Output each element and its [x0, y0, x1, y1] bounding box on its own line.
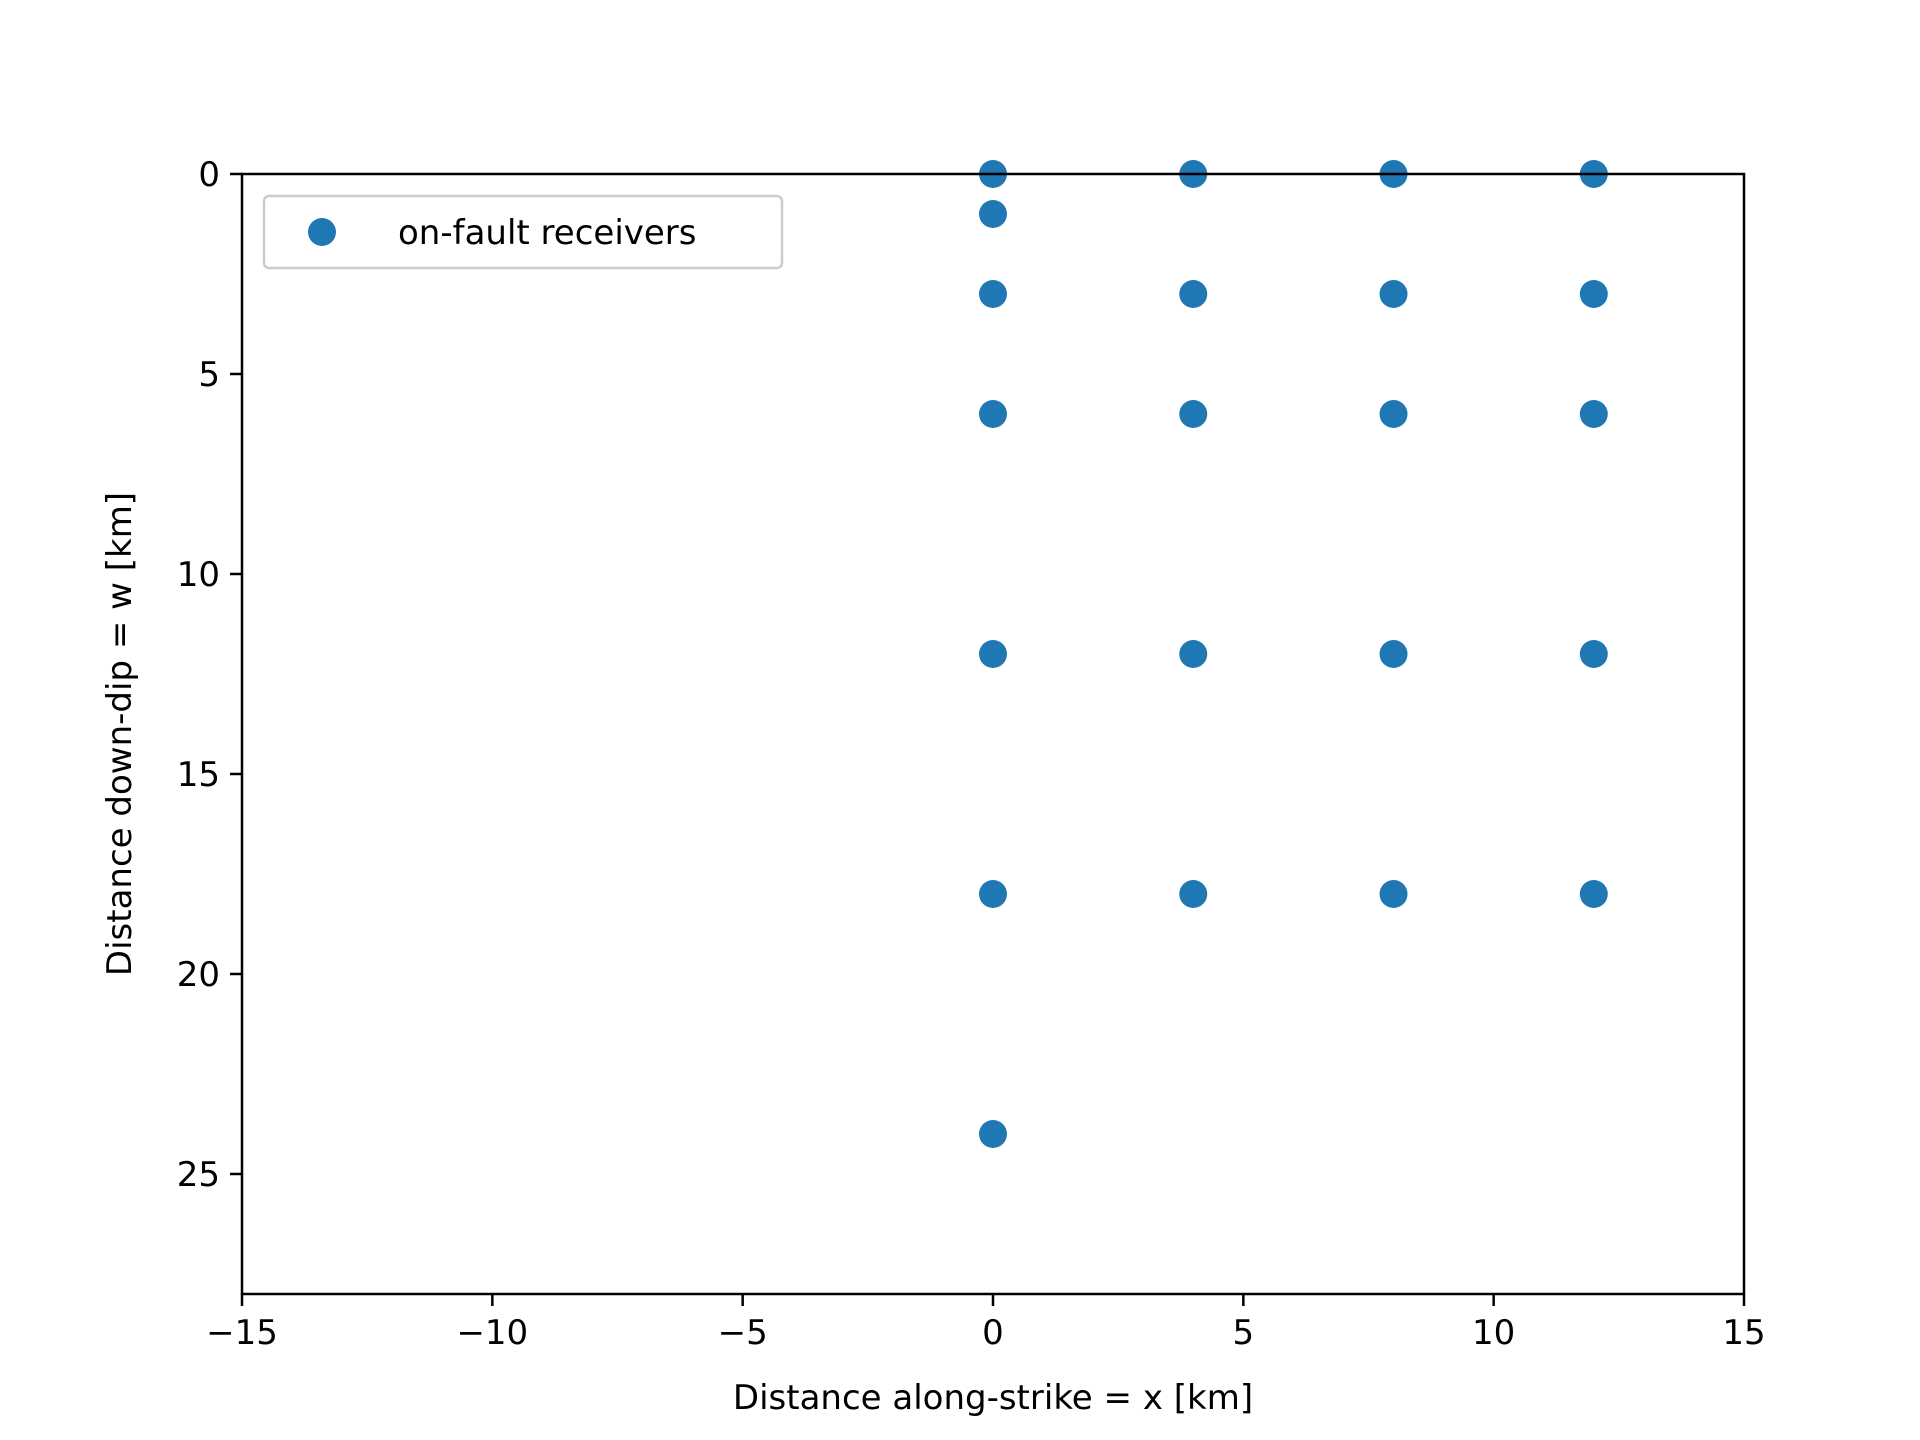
data-point: [979, 400, 1007, 428]
y-tick-label: 5: [198, 355, 220, 395]
data-point: [1579, 640, 1608, 668]
x-tick-label: 0: [982, 1313, 1004, 1353]
data-point: [1379, 400, 1408, 428]
data-point: [1379, 880, 1408, 908]
y-tick-label: 15: [177, 755, 220, 795]
x-axis-label: Distance along-strike = x [km]: [733, 1378, 1253, 1418]
y-axis-label: Distance down-dip = w [km]: [100, 492, 140, 976]
y-tick-label: 25: [177, 1155, 220, 1195]
data-point: [979, 200, 1007, 228]
data-point: [979, 1120, 1007, 1148]
data-point: [1179, 400, 1208, 428]
legend-marker: [308, 218, 336, 246]
data-point: [979, 640, 1007, 668]
y-axis-ticks: 0 5 10 15 20 25: [177, 155, 242, 1195]
x-tick-label: −5: [718, 1313, 768, 1353]
x-tick-label: 10: [1472, 1313, 1515, 1353]
data-point: [979, 880, 1007, 908]
data-point: [1179, 880, 1208, 908]
x-tick-label: −15: [206, 1313, 278, 1353]
data-point: [1579, 400, 1608, 428]
data-points: [979, 160, 1608, 1148]
data-point: [1179, 640, 1208, 668]
x-axis-ticks: −15 −10 −5 0 5 10 15: [206, 1294, 1766, 1353]
legend-label: on-fault receivers: [398, 213, 697, 253]
data-point: [1579, 280, 1608, 308]
data-point: [1379, 280, 1408, 308]
legend: on-fault receivers: [262, 194, 784, 270]
data-point: [1179, 280, 1208, 308]
data-point: [979, 280, 1007, 308]
x-tick-label: 5: [1233, 1313, 1255, 1353]
data-point: [1579, 880, 1608, 908]
y-tick-label: 0: [198, 155, 220, 195]
y-tick-label: 10: [177, 555, 220, 595]
x-tick-label: 15: [1722, 1313, 1765, 1353]
legend-box: [262, 194, 784, 270]
data-point: [1379, 640, 1408, 668]
x-tick-label: −10: [456, 1313, 528, 1353]
y-tick-label: 20: [177, 955, 220, 995]
